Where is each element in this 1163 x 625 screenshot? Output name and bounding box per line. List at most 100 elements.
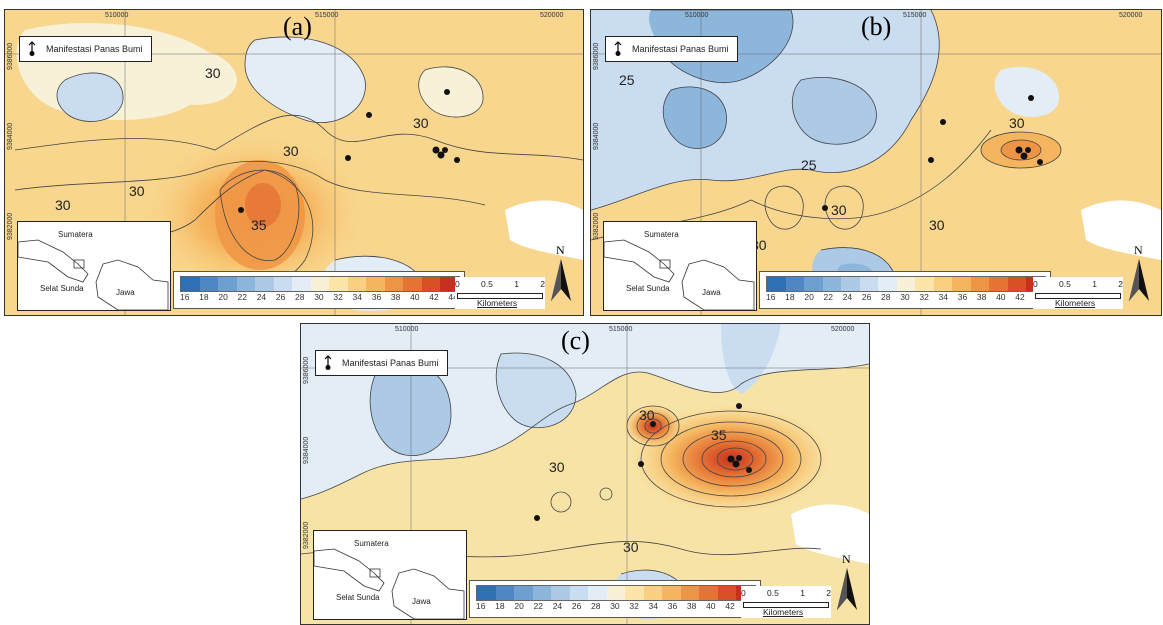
coord-label: 9382000 (593, 212, 600, 240)
map-panel-b: 25 25 30 30 30 30 510000 515000 520000 9… (590, 9, 1162, 316)
panel-label: (a) (283, 12, 312, 41)
contour-label: 30 (283, 143, 299, 159)
panel-label: (b) (861, 12, 892, 41)
color-tick-label: 26 (571, 601, 582, 611)
color-tick-label: 36 (371, 292, 382, 302)
inset-label: Jawa (412, 597, 431, 606)
color-step (1007, 277, 1027, 291)
color-step (329, 277, 348, 291)
inset-label: Jawa (116, 288, 135, 297)
inset-label: Selat Sunda (626, 284, 670, 293)
color-gradient (180, 276, 460, 292)
locator-inset: Sumatera Selat Sunda Jawa (17, 221, 171, 311)
coord-label: 9386000 (7, 42, 14, 70)
color-tick-label: 22 (823, 292, 833, 302)
coord-label: 510000 (105, 12, 129, 19)
color-step (366, 277, 385, 291)
color-tick-label: 16 (180, 292, 190, 302)
color-tick-label: 30 (610, 601, 620, 611)
color-gradient (766, 276, 1046, 292)
color-tick-label: 28 (881, 292, 891, 302)
color-tick-label: 16 (476, 601, 486, 611)
color-step (859, 277, 879, 291)
north-arrow-icon: N (547, 243, 575, 305)
color-tick-label: 42 (429, 292, 439, 302)
legend-label: Manifestasi Panas Bumi (632, 44, 729, 54)
color-tick-label: 16 (766, 292, 776, 302)
coord-label: 515000 (903, 12, 927, 19)
color-step (403, 277, 422, 291)
color-step (699, 586, 718, 600)
manifestation-points (534, 403, 752, 521)
coord-label: 9382000 (303, 521, 310, 549)
coord-label: 515000 (315, 12, 339, 19)
color-step (989, 277, 1008, 291)
color-step (643, 586, 663, 600)
color-step (440, 277, 459, 291)
color-step (569, 586, 589, 600)
contour-label: 30 (639, 407, 655, 423)
coord-label: 9386000 (303, 356, 310, 384)
color-step (588, 586, 607, 600)
color-step (273, 277, 293, 291)
color-step (421, 277, 441, 291)
coord-label: 9382000 (7, 212, 14, 240)
color-step (514, 586, 533, 600)
map-panel-a: 30 30 30 30 30 35 510000 515000 520000 9… (4, 9, 584, 316)
color-step (785, 277, 805, 291)
color-step (384, 277, 404, 291)
color-tick-label: 40 (706, 601, 716, 611)
color-tick-label: 32 (333, 292, 343, 302)
color-tick-label: 28 (295, 292, 305, 302)
manifestation-points (822, 95, 1043, 211)
color-ticks: 16 18 20 22 24 26 28 30 32 34 36 38 40 42 44 (180, 292, 458, 302)
color-tick-label: 20 (804, 292, 814, 302)
color-step (896, 277, 916, 291)
inset-label: Selat Sunda (336, 593, 380, 602)
contour-label: 30 (205, 65, 221, 81)
color-step (841, 277, 860, 291)
color-step (933, 277, 953, 291)
inset-label: Sumatera (58, 230, 93, 239)
contour-label: 30 (623, 539, 639, 555)
locator-inset: Sumatera Selat Sunda Jawa (313, 530, 467, 620)
color-tick-label: 36 (667, 601, 678, 611)
map-legend: Manifestasi Panas Bumi (19, 36, 152, 62)
color-step (625, 586, 644, 600)
coord-label: 515000 (609, 326, 633, 333)
temperature-map-c: 30 30 35 30 (301, 324, 869, 624)
map-legend: Manifestasi Panas Bumi (315, 350, 448, 376)
color-tick-label: 32 (629, 601, 639, 611)
distance-scale: 0 0.5 1 2 Kilometers (741, 586, 831, 618)
inset-label: Jawa (702, 288, 721, 297)
color-step (292, 277, 311, 291)
north-arrow-icon: N (833, 552, 861, 614)
north-arrow-icon: N (1125, 243, 1153, 305)
color-tick-label: 38 (390, 292, 401, 302)
contour-label: 30 (55, 197, 71, 213)
color-tick-label: 30 (900, 292, 910, 302)
contour-label: 30 (1009, 115, 1025, 131)
color-tick-label: 24 (256, 292, 267, 302)
coord-label: 9384000 (593, 122, 600, 150)
color-step (236, 277, 256, 291)
color-step (347, 277, 367, 291)
color-scale-bar: 16 18 20 22 24 26 28 30 32 34 36 38 40 42 44 (173, 271, 465, 309)
inset-label: Selat Sunda (40, 284, 84, 293)
contour-label: 30 (929, 217, 945, 233)
contour-label: 35 (711, 427, 727, 443)
contour-label: 30 (413, 115, 429, 131)
color-step (606, 586, 626, 600)
contour-label: 30 (549, 459, 565, 475)
color-step (551, 586, 570, 600)
legend-label: Manifestasi Panas Bumi (46, 44, 143, 54)
color-tick-label: 26 (275, 292, 286, 302)
legend-label: Manifestasi Panas Bumi (342, 358, 439, 368)
contour-label: 30 (129, 183, 145, 199)
coord-label: 510000 (395, 326, 419, 333)
color-tick-label: 24 (552, 601, 563, 611)
inset-label: Sumatera (354, 539, 389, 548)
color-step (822, 277, 842, 291)
distance-scale: 0 0.5 1 2 Kilometers (1033, 277, 1123, 309)
contour-label: 25 (801, 157, 817, 173)
